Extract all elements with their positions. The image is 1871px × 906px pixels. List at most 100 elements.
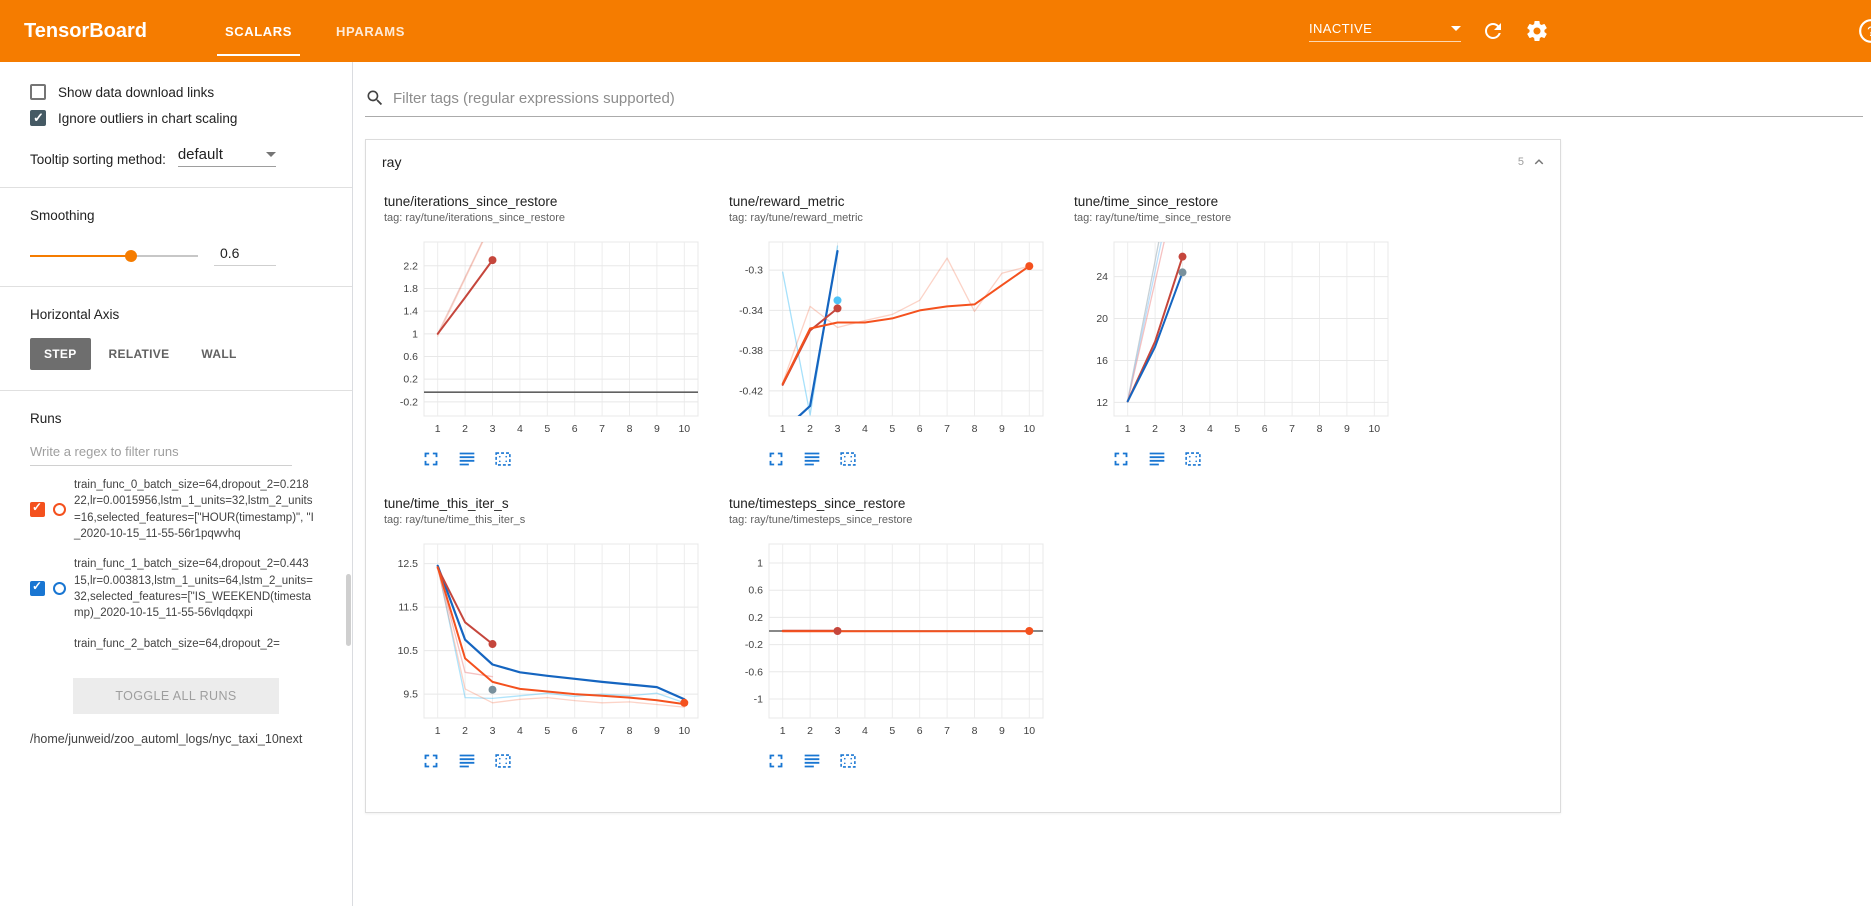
svg-text:20: 20: [1096, 313, 1108, 325]
chart-plot[interactable]: 1 2 3 4 5 6 7 8 9 10 9.5 10.5 11.5 12.5: [380, 536, 706, 742]
run-radio[interactable]: [53, 503, 66, 517]
chart-runs-button[interactable]: [801, 448, 823, 470]
toggle-all-runs-button[interactable]: TOGGLE ALL RUNS: [73, 678, 279, 714]
ignore-outliers-row[interactable]: Ignore outliers in chart scaling: [30, 110, 336, 126]
chevron-up-icon[interactable]: [1530, 153, 1548, 171]
lines-icon: [459, 452, 475, 466]
run-item[interactable]: train_func_2_batch_size=64,dropout_2=: [0, 629, 352, 659]
svg-text:7: 7: [599, 423, 605, 435]
chart-plot[interactable]: 1 2 3 4 5 6 7 8 9 10 -1 -0.6 -0.2 0.2 0.6 1: [725, 536, 1051, 742]
expand-chart-button[interactable]: [420, 448, 442, 470]
refresh-icon[interactable]: [1481, 19, 1505, 43]
expand-chart-button[interactable]: [1110, 448, 1132, 470]
svg-text:10: 10: [1023, 423, 1035, 435]
run-label: train_func_0_batch_size=64,dropout_2=0.2…: [74, 479, 314, 540]
top-tabs: SCALARS HPARAMS: [203, 0, 427, 62]
chart-toolbar: [420, 448, 725, 470]
chart-runs-button[interactable]: [456, 750, 478, 772]
svg-text:4: 4: [1207, 423, 1213, 435]
tooltip-sorting-row: Tooltip sorting method: default: [30, 146, 336, 167]
svg-text:1: 1: [780, 725, 786, 737]
fit-domain-button[interactable]: [837, 448, 859, 470]
run-checkbox[interactable]: [30, 579, 45, 597]
run-radio[interactable]: [53, 582, 66, 596]
expand-chart-button[interactable]: [765, 750, 787, 772]
fit-domain-icon: [840, 452, 856, 466]
tab-hparams[interactable]: HPARAMS: [336, 23, 405, 39]
svg-text:3: 3: [490, 725, 496, 737]
chart-plot[interactable]: 1 2 3 4 5 6 7 8 9 10 -0.42 -0.38 -0.34 -0.3: [725, 234, 1051, 440]
svg-text:2: 2: [462, 725, 468, 737]
svg-text:6: 6: [1262, 423, 1268, 435]
svg-text:?: ?: [1867, 23, 1871, 39]
svg-text:6: 6: [917, 725, 923, 737]
show-download-links-row[interactable]: Show data download links: [30, 84, 336, 100]
svg-text:2: 2: [807, 423, 813, 435]
fit-domain-button[interactable]: [1182, 448, 1204, 470]
log-directory-path: /home/junweid/zoo_automl_logs/nyc_taxi_1…: [30, 732, 303, 746]
chart-title: tune/reward_metric: [729, 194, 845, 209]
slider-fill: [30, 254, 131, 257]
svg-text:24: 24: [1096, 271, 1108, 283]
svg-text:10: 10: [1368, 423, 1380, 435]
fit-domain-button[interactable]: [837, 750, 859, 772]
run-item[interactable]: train_func_1_batch_size=64,dropout_2=0.4…: [0, 549, 352, 628]
fit-domain-button[interactable]: [492, 750, 514, 772]
search-icon: [367, 90, 383, 106]
run-checkbox[interactable]: [30, 500, 45, 518]
svg-text:2: 2: [462, 423, 468, 435]
svg-text:1: 1: [435, 423, 441, 435]
runs-list: train_func_0_batch_size=64,dropout_2=0.2…: [0, 470, 352, 672]
svg-text:1: 1: [412, 328, 418, 340]
smoothing-value[interactable]: 0.6: [214, 245, 276, 266]
svg-text:-0.2: -0.2: [400, 396, 418, 408]
help-icon[interactable]: ?: [1858, 18, 1871, 44]
runs-filter-input[interactable]: [30, 440, 292, 466]
svg-text:16: 16: [1096, 355, 1108, 367]
svg-text:3: 3: [490, 423, 496, 435]
svg-text:6: 6: [572, 725, 578, 737]
svg-text:12.5: 12.5: [398, 558, 419, 570]
run-item[interactable]: train_func_0_batch_size=64,dropout_2=0.2…: [0, 470, 352, 549]
tooltip-sorting-select[interactable]: default: [177, 146, 276, 167]
tag-group-header[interactable]: ray 5: [366, 140, 1560, 182]
chart-runs-button[interactable]: [801, 750, 823, 772]
svg-text:4: 4: [862, 423, 868, 435]
slider-thumb[interactable]: [124, 249, 137, 262]
show-download-links-checkbox[interactable]: [30, 84, 46, 100]
chart-plot[interactable]: 1 2 3 4 5 6 7 8 9 10 -0.2 0.2 0.6 1 1.4 1.8 2.2: [380, 234, 706, 440]
ignore-outliers-checkbox[interactable]: [30, 110, 46, 126]
svg-text:8: 8: [972, 423, 978, 435]
svg-text:10: 10: [678, 725, 690, 737]
show-download-links-label: Show data download links: [58, 84, 215, 100]
fit-domain-icon: [840, 754, 856, 768]
haxis-step-button[interactable]: STEP: [30, 338, 91, 370]
scalar-chart: tune/time_since_restore tag: ray/tune/ti…: [1070, 194, 1415, 470]
svg-text:1: 1: [757, 558, 763, 570]
expand-chart-button[interactable]: [420, 750, 442, 772]
chart-runs-button[interactable]: [456, 448, 478, 470]
status-dropdown[interactable]: INACTIVE: [1309, 21, 1461, 42]
smoothing-slider[interactable]: [30, 249, 198, 263]
fit-domain-button[interactable]: [492, 448, 514, 470]
svg-text:8: 8: [627, 725, 633, 737]
tag-filter-input[interactable]: [393, 89, 1863, 107]
haxis-wall-button[interactable]: WALL: [187, 338, 250, 370]
runs-scrollbar[interactable]: [346, 574, 351, 646]
chart-runs-button[interactable]: [1146, 448, 1168, 470]
app-title: TensorBoard: [24, 19, 147, 42]
chart-tag: tag: ray/tune/reward_metric: [729, 212, 863, 224]
svg-text:10: 10: [678, 423, 690, 435]
expand-chart-button[interactable]: [765, 448, 787, 470]
header-actions: INACTIVE: [1309, 19, 1549, 43]
svg-text:8: 8: [1317, 423, 1323, 435]
settings-gear-icon[interactable]: [1525, 19, 1549, 43]
svg-text:2.2: 2.2: [403, 260, 418, 272]
svg-text:8: 8: [627, 423, 633, 435]
tab-scalars[interactable]: SCALARS: [203, 0, 314, 62]
chart-tag: tag: ray/tune/time_this_iter_s: [384, 514, 526, 526]
svg-text:-0.3: -0.3: [745, 265, 763, 277]
svg-text:-0.6: -0.6: [745, 666, 763, 678]
haxis-relative-button[interactable]: RELATIVE: [95, 338, 184, 370]
